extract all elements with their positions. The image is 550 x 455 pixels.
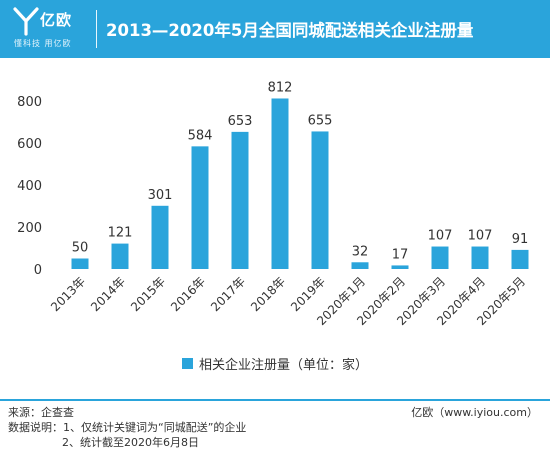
x-tick-label: 2016年 — [168, 274, 208, 314]
y-tick-label: 200 — [17, 221, 42, 236]
bar-value-label: 812 — [268, 80, 293, 95]
logo-name: 亿欧 — [40, 11, 73, 29]
bar — [231, 131, 249, 269]
bar — [471, 246, 489, 269]
bar-value-label: 655 — [308, 113, 333, 128]
bar-value-label: 653 — [228, 114, 253, 129]
bar-value-label: 107 — [428, 229, 453, 244]
legend-label: 相关企业注册量（单位：家） — [199, 357, 369, 373]
bar-value-label: 107 — [468, 229, 493, 244]
x-tick-label: 2017年 — [208, 274, 248, 314]
bar-value-label: 121 — [108, 226, 133, 241]
bar — [351, 262, 369, 269]
x-tick-label: 2015年 — [128, 274, 168, 314]
x-tick-label: 2018年 — [248, 274, 288, 314]
y-tick-label: 0 — [34, 263, 42, 278]
y-tick-label: 800 — [17, 95, 42, 110]
bar-chart: 0 200 400 600 800 50 121 301 584 653 812 655 32 17 10… — [17, 80, 529, 328]
y-tick-label: 400 — [17, 179, 42, 194]
bar — [271, 98, 289, 269]
header-divider — [96, 10, 97, 48]
bar-value-label: 17 — [392, 247, 409, 262]
logo-tagline: 懂科技 用亿欧 — [14, 39, 72, 48]
bar-value-labels: 50 121 301 584 653 812 655 32 17 107 107 91 — [72, 80, 529, 262]
bar-value-label: 301 — [148, 188, 173, 203]
footer-source: 来源：企查查 — [8, 406, 74, 419]
y-tick-label: 600 — [17, 137, 42, 152]
footer-note-1: 数据说明：1、仅统计关键词为“同城配送”的企业 — [8, 421, 247, 434]
bar-value-label: 50 — [72, 241, 89, 256]
footer-divider — [0, 399, 550, 401]
bar — [71, 258, 89, 269]
bar-value-label: 32 — [352, 244, 369, 259]
bars — [71, 98, 529, 269]
header-banner: 亿欧 懂科技 用亿欧 2013—2020年5月全国同城配送相关企业注册量 — [0, 0, 550, 58]
bar-value-label: 91 — [512, 232, 529, 247]
x-tick-label: 2013年 — [48, 274, 88, 314]
x-axis: 2013年 2014年 2015年 2016年 2017年 2018年 2019年2020年… — [48, 274, 528, 328]
legend-swatch — [182, 357, 193, 369]
bar — [431, 246, 449, 269]
bar — [391, 265, 409, 269]
y-axis: 0 200 400 600 800 — [17, 95, 42, 278]
x-tick-label: 2014年 — [88, 274, 128, 314]
legend: 相关企业注册量（单位：家） — [182, 354, 369, 373]
bar — [111, 243, 129, 269]
bar — [191, 146, 209, 269]
x-tick-label: 2019年 — [288, 274, 328, 314]
bar — [511, 249, 529, 269]
bar-value-label: 584 — [188, 128, 213, 143]
footer-note-2: 2、统计截至2020年6月8日 — [62, 436, 199, 449]
yiou-logo-icon — [13, 7, 39, 36]
bar — [151, 205, 169, 269]
footer-brand: 亿欧（www.iyiou.com） — [411, 406, 538, 419]
chart-title: 2013—2020年5月全国同城配送相关企业注册量 — [106, 21, 474, 40]
bar — [311, 131, 329, 269]
